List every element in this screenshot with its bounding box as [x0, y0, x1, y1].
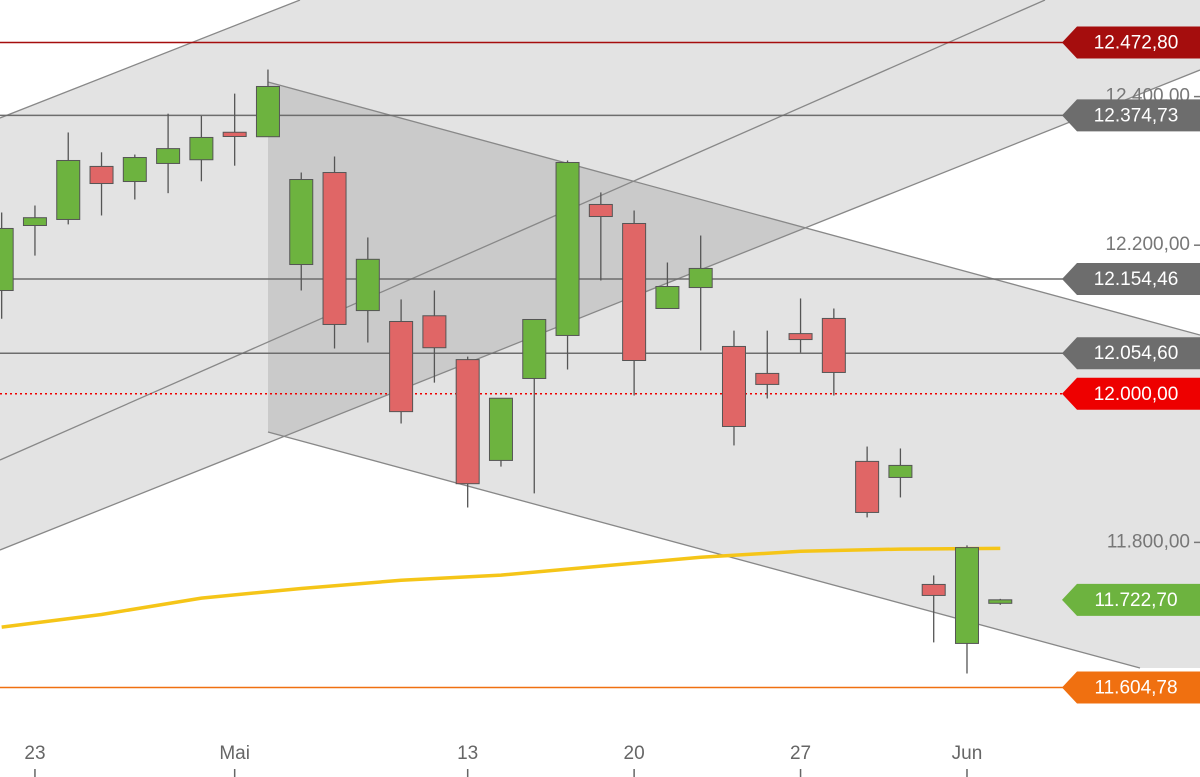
- candle-body: [255, 85, 280, 138]
- candle-body: [355, 258, 380, 312]
- candle-body: [422, 315, 447, 349]
- candle-body: [89, 165, 114, 185]
- candle-body: [322, 172, 347, 325]
- candle-body: [522, 318, 547, 379]
- candle-body: [555, 161, 580, 336]
- x-tick-label: 23: [24, 743, 45, 764]
- candle-body: [289, 179, 314, 266]
- channel-line: [0, 0, 1046, 461]
- level-tag: [1062, 337, 1200, 370]
- candle-body: [189, 136, 214, 161]
- candle-body: [622, 222, 647, 362]
- channel-line: [0, 0, 301, 119]
- x-tick-label: 13: [457, 743, 478, 764]
- candle-body: [122, 157, 147, 183]
- candle-body: [56, 159, 81, 220]
- candle-body: [588, 203, 613, 218]
- candle-body: [488, 397, 513, 461]
- level-tag: [1062, 583, 1200, 616]
- candle-body: [688, 267, 713, 289]
- candle-body: [921, 583, 946, 596]
- level-tag: [1062, 377, 1200, 410]
- rising-channel: [0, 0, 1200, 550]
- candle-body: [988, 599, 1013, 604]
- candle-body: [22, 217, 47, 227]
- channel-line: [267, 431, 1141, 669]
- level-label: 11.604,78: [1094, 677, 1177, 698]
- candle-body: [655, 286, 680, 309]
- level-label: 12.374,73: [1094, 105, 1179, 126]
- candle-body: [0, 227, 14, 292]
- level-tag: [1062, 671, 1200, 704]
- candle-body: [855, 460, 880, 513]
- candle-body: [455, 359, 480, 485]
- y-tick-label: 12.200,00: [1105, 234, 1190, 255]
- level-tag: [1062, 26, 1200, 59]
- candle-body: [888, 464, 913, 478]
- y-tick-label: 11.800,00: [1107, 531, 1190, 552]
- candle-body: [156, 148, 181, 164]
- channel-line: [0, 69, 1200, 551]
- level-tag: [1062, 263, 1200, 296]
- candle-body: [755, 372, 780, 385]
- x-tick-label: Mai: [219, 743, 250, 764]
- level-label: 12.154,46: [1094, 269, 1179, 290]
- channel-line: [267, 81, 1200, 336]
- candle-body: [721, 345, 746, 427]
- level-tag: [1062, 99, 1200, 132]
- level-label: 12.000,00: [1094, 384, 1179, 405]
- candle-body: [821, 317, 846, 373]
- moving-average: [1, 546, 1001, 629]
- candle-body: [222, 131, 247, 137]
- x-tick-label: Jun: [952, 743, 983, 764]
- candle-body: [954, 547, 979, 644]
- candle-body: [389, 320, 414, 413]
- candle-body: [788, 333, 813, 341]
- level-label: 12.054,60: [1094, 343, 1179, 364]
- level-label: 12.472,80: [1094, 33, 1179, 54]
- level-label: 11.722,70: [1094, 590, 1177, 611]
- x-tick-label: 27: [790, 743, 811, 764]
- x-tick-label: 20: [624, 743, 645, 764]
